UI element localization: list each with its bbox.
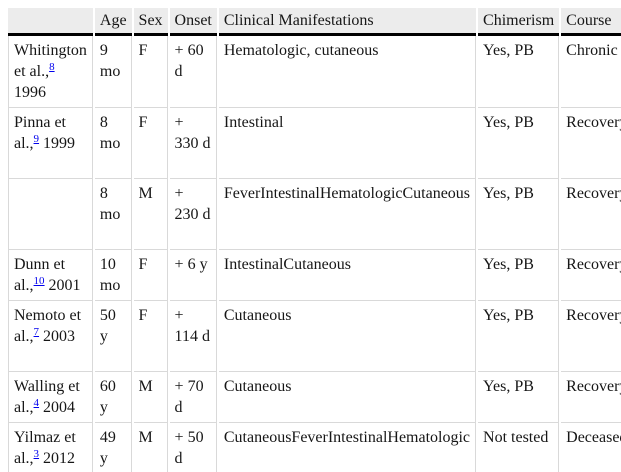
table-row: Nemoto et al.,7 2003 50 y F + 114 d Cuta… [8, 301, 621, 372]
author-text: Whitington et al., [14, 42, 87, 80]
author-cell: Whitington et al.,8 1996 [8, 36, 93, 108]
sex-cell: F [133, 108, 168, 179]
table-row: 8 mo M + 230 d FeverIntestinalHematologi… [8, 179, 621, 250]
header-course: Course [561, 8, 621, 36]
author-text: Pinna et al., [14, 114, 66, 152]
sex-cell: M [133, 179, 168, 250]
clinical-cell: IntestinalCutaneous [218, 250, 477, 301]
sex-cell: F [133, 250, 168, 301]
ref-superscript: 4 [34, 394, 40, 409]
author-text: Nemoto et al., [14, 307, 82, 345]
clinical-cell: Cutaneous [218, 301, 477, 372]
author-cell: Dunn et al.,10 2001 [8, 250, 93, 301]
author-text: Walling et al., [14, 378, 80, 416]
table-row: Walling et al.,4 2004 60 y M + 70 d Cuta… [8, 372, 621, 423]
ref-link[interactable]: 9 [33, 132, 40, 145]
author-cell: Pinna et al.,9 1999 [8, 108, 93, 179]
chimerism-cell: Yes, PB [478, 36, 560, 108]
ref-superscript: 10 [34, 272, 45, 287]
author-year: 1996 [14, 84, 46, 101]
onset-cell: + 114 d [169, 301, 217, 372]
header-age: Age [94, 8, 132, 36]
chimerism-cell: Not tested [478, 423, 560, 472]
ref-superscript: 7 [34, 323, 40, 338]
onset-cell: + 60 d [169, 36, 217, 108]
table-row: Whitington et al.,8 1996 9 mo F + 60 d H… [8, 36, 621, 108]
clinical-cell: Cutaneous [218, 372, 477, 423]
course-cell: Recovery [561, 108, 621, 179]
clinical-cell: FeverIntestinalHematologicCutaneous [218, 179, 477, 250]
author-text: Yilmaz et al., [14, 429, 76, 467]
header-author [8, 8, 93, 36]
course-cell: Recovery [561, 250, 621, 301]
table-row: Yilmaz et al.,3 2012 49 y M + 50 d Cutan… [8, 423, 621, 472]
chimerism-cell: Yes, PB [478, 179, 560, 250]
author-cell: Nemoto et al.,7 2003 [8, 301, 93, 372]
age-cell: 60 y [94, 372, 132, 423]
header-row: Age Sex Onset Clinical Manifestations Ch… [8, 8, 621, 36]
age-cell: 10 mo [94, 250, 132, 301]
course-cell: Deceased [561, 423, 621, 472]
sex-cell: F [133, 301, 168, 372]
header-clinical-manifestations: Clinical Manifestations [218, 8, 477, 36]
author-year: 2003 [39, 328, 76, 345]
header-sex: Sex [133, 8, 168, 36]
clinical-cell: Intestinal [218, 108, 477, 179]
author-cell: Walling et al.,4 2004 [8, 372, 93, 423]
chimerism-cell: Yes, PB [478, 250, 560, 301]
author-cell [8, 179, 93, 250]
case-reports-table: Age Sex Onset Clinical Manifestations Ch… [6, 8, 621, 472]
chimerism-cell: Yes, PB [478, 301, 560, 372]
ref-link[interactable]: 7 [33, 325, 40, 338]
ref-superscript: 8 [49, 58, 55, 73]
table-row: Pinna et al.,9 1999 8 mo F + 330 d Intes… [8, 108, 621, 179]
onset-cell: + 70 d [169, 372, 217, 423]
sex-cell: M [133, 372, 168, 423]
age-cell: 9 mo [94, 36, 132, 108]
header-onset: Onset [169, 8, 217, 36]
author-text: Dunn et al., [14, 256, 66, 294]
course-cell: Recovery [561, 372, 621, 423]
onset-cell: + 50 d [170, 423, 217, 472]
ref-superscript: 3 [34, 445, 40, 460]
onset-cell: + 6 y [169, 250, 217, 301]
author-cell: Yilmaz et al.,3 2012 [8, 423, 93, 472]
age-cell: 8 mo [94, 179, 132, 250]
ref-superscript: 9 [34, 130, 40, 145]
age-cell: 49 y [95, 423, 132, 472]
author-year: 2012 [39, 450, 76, 467]
ref-link[interactable]: 10 [33, 274, 45, 287]
author-year: 2001 [44, 277, 81, 294]
onset-cell: + 230 d [169, 179, 217, 250]
ref-link[interactable]: 4 [33, 396, 40, 409]
course-cell: Recovery [561, 179, 621, 250]
chimerism-cell: Yes, PB [478, 108, 560, 179]
sex-cell: M [134, 423, 168, 472]
course-cell: Chronic [561, 36, 621, 108]
author-year: 2004 [39, 399, 76, 416]
ref-link[interactable]: 8 [49, 60, 55, 73]
header-chimerism: Chimerism [478, 8, 560, 36]
sex-cell: F [133, 36, 168, 108]
chimerism-cell: Yes, PB [478, 372, 560, 423]
ref-link[interactable]: 3 [33, 447, 40, 460]
course-cell: Recovery [561, 301, 621, 372]
clinical-cell: CutaneousFeverIntestinalHematologic [219, 423, 477, 472]
age-cell: 50 y [94, 301, 132, 372]
table-row: Dunn et al.,10 2001 10 mo F + 6 y Intest… [8, 250, 621, 301]
age-cell: 8 mo [94, 108, 132, 179]
author-year: 1999 [39, 135, 76, 152]
onset-cell: + 330 d [169, 108, 217, 179]
clinical-cell: Hematologic, cutaneous [218, 36, 477, 108]
